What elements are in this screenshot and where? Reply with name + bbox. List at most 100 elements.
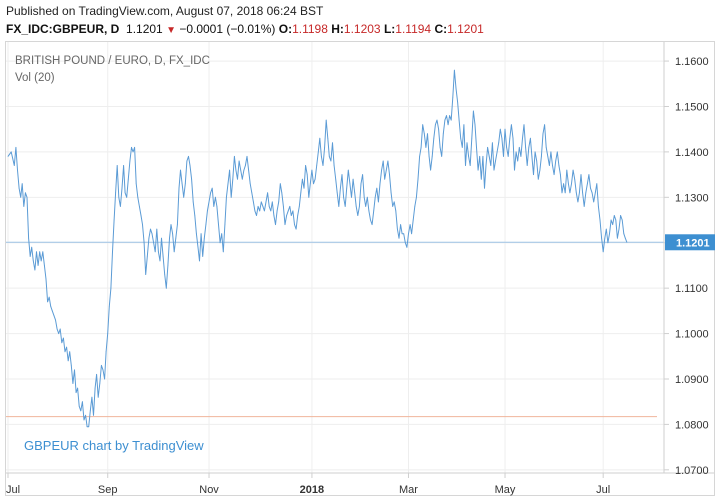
price-point	[120, 206, 121, 207]
volume-indicator-label[interactable]: Vol (20)	[15, 72, 55, 84]
price-point	[583, 206, 585, 207]
price-point	[47, 301, 48, 303]
price-point	[487, 147, 488, 148]
price-point	[309, 183, 311, 185]
price-point	[36, 251, 37, 253]
price-point	[371, 224, 373, 226]
price-point	[203, 237, 205, 239]
price-point	[537, 178, 539, 180]
price-point	[436, 119, 438, 121]
price-point	[265, 201, 267, 203]
price-point	[300, 192, 302, 194]
price-point	[542, 133, 544, 135]
price-point	[167, 265, 169, 266]
price-point	[186, 160, 188, 162]
price-point	[134, 147, 136, 148]
price-point	[406, 246, 408, 248]
price-point	[7, 156, 9, 157]
price-point	[441, 156, 443, 157]
price-point	[74, 369, 75, 371]
price-point	[385, 169, 387, 171]
price-point	[575, 192, 577, 194]
price-point	[496, 151, 498, 153]
price-point	[460, 137, 462, 139]
price-point	[306, 174, 308, 176]
price-point	[146, 256, 148, 257]
price-point	[199, 260, 200, 262]
price-axis[interactable]: 1.07001.08001.09001.10001.11001.12001.13…	[664, 56, 709, 477]
price-point	[142, 224, 143, 226]
price-point	[66, 346, 67, 348]
price-point	[522, 137, 523, 139]
price-point	[571, 183, 572, 185]
price-point	[442, 133, 444, 135]
y-tick-label: 1.1400	[675, 147, 709, 159]
price-point	[145, 274, 147, 275]
price-point	[10, 151, 12, 153]
price-point	[593, 201, 595, 203]
series-layer	[7, 69, 628, 428]
price-point	[211, 187, 213, 189]
price-point	[82, 401, 83, 403]
price-point	[170, 224, 172, 226]
price-point	[552, 165, 553, 166]
price-point	[194, 215, 196, 216]
y-tick-label: 1.0700	[675, 465, 709, 477]
price-point	[75, 392, 77, 393]
price-point	[260, 201, 262, 203]
price-point	[404, 242, 406, 244]
price-point	[324, 147, 325, 148]
price-point	[235, 169, 237, 171]
price-point	[439, 147, 441, 148]
price-point	[283, 206, 284, 207]
price-point	[308, 196, 310, 198]
price-point	[56, 328, 58, 330]
price-point	[28, 237, 29, 239]
series-title: BRITISH POUND / EURO, D, FX_IDC	[15, 55, 210, 67]
price-point	[414, 206, 416, 207]
price-point	[569, 192, 571, 194]
price-point	[64, 351, 66, 353]
price-point	[362, 174, 363, 176]
price-point	[430, 169, 431, 171]
price-point	[165, 287, 167, 289]
price-point	[178, 187, 180, 189]
price-point	[574, 178, 576, 180]
price-point	[340, 187, 341, 189]
price-point	[99, 383, 101, 384]
price-point	[154, 251, 156, 253]
price-point	[294, 224, 295, 226]
price-point	[267, 192, 268, 194]
chart-panel[interactable]	[5, 41, 715, 496]
price-point	[216, 206, 218, 207]
price-point	[514, 169, 515, 171]
price-point	[476, 147, 477, 148]
price-point	[590, 187, 591, 189]
price-point	[328, 156, 330, 157]
price-point	[461, 147, 463, 148]
price-point	[620, 215, 621, 216]
price-point	[148, 237, 150, 239]
price-point	[205, 224, 207, 226]
price-point	[387, 160, 389, 162]
price-point	[45, 278, 47, 280]
price-point	[221, 233, 223, 235]
price-point	[412, 219, 414, 221]
close-value: 1.1201	[447, 22, 484, 36]
price-point	[490, 165, 492, 166]
price-point	[164, 274, 166, 275]
open-label: O:	[278, 22, 293, 36]
price-point	[346, 187, 348, 189]
price-point	[78, 405, 80, 407]
price-point	[15, 147, 17, 148]
price-point	[493, 169, 495, 171]
price-point	[124, 192, 126, 194]
tradingview-watermark[interactable]: GBPEUR chart by TradingView	[24, 438, 204, 453]
price-point	[607, 242, 609, 244]
price-point	[359, 206, 360, 207]
time-axis[interactable]: Jul Sep Nov 2018 Mar May Jul	[6, 473, 610, 496]
price-point	[397, 228, 398, 230]
price-point	[344, 206, 346, 207]
price-point	[317, 151, 319, 153]
